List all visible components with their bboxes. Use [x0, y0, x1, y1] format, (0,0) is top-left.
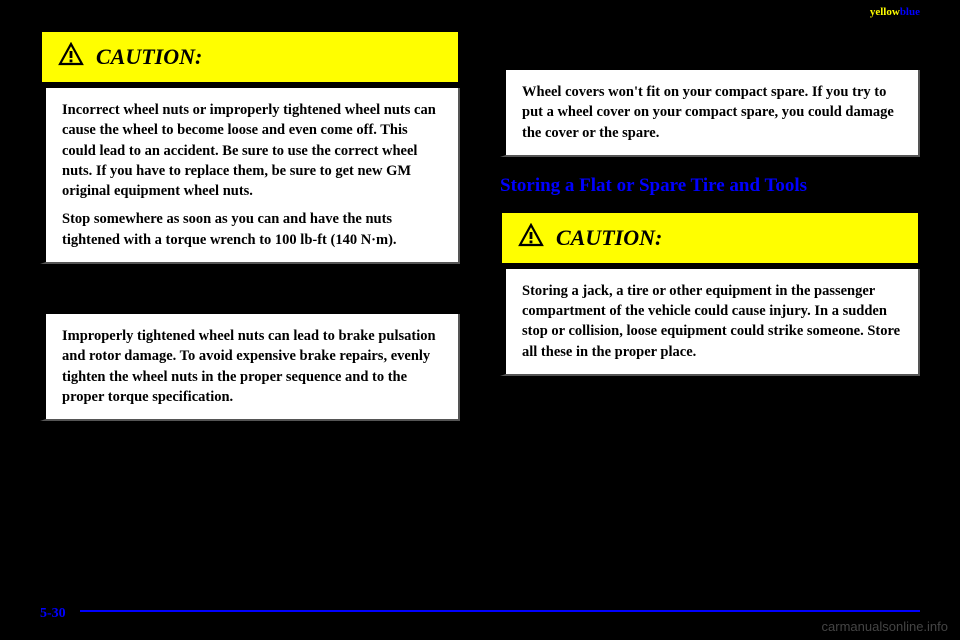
marker-blue: blue	[900, 6, 920, 18]
header-marker: yellowblue	[870, 6, 920, 18]
notice-text-right-top: Wheel covers won't fit on your compact s…	[522, 82, 902, 143]
watermark: carmanualsonline.info	[822, 619, 948, 634]
notice-text-left: Improperly tightened wheel nuts can lead…	[62, 326, 442, 407]
caution-header-right: CAUTION:	[500, 211, 920, 265]
section-heading: Storing a Flat or Spare Tire and Tools	[500, 175, 920, 197]
caution-text-right: Storing a jack, a tire or other equipmen…	[522, 281, 902, 362]
notice-box-right-top: Wheel covers won't fit on your compact s…	[500, 70, 920, 157]
footer-rule	[80, 610, 920, 612]
caution-label-right: CAUTION:	[556, 225, 662, 251]
marker-yellow: yellow	[870, 6, 900, 18]
right-column: Wheel covers won't fit on your compact s…	[500, 30, 920, 421]
warning-icon	[518, 223, 544, 253]
notice-box-left: Improperly tightened wheel nuts can lead…	[40, 314, 460, 421]
caution-label-left: CAUTION:	[96, 44, 202, 70]
page-number: 5-30	[40, 606, 66, 622]
caution-body-right: Storing a jack, a tire or other equipmen…	[500, 269, 920, 376]
page-content: CAUTION: Incorrect wheel nuts or imprope…	[0, 0, 960, 441]
warning-icon	[58, 42, 84, 72]
left-column: CAUTION: Incorrect wheel nuts or imprope…	[40, 30, 460, 421]
caution-body-left: Incorrect wheel nuts or improperly tight…	[40, 88, 460, 264]
caution-header-left: CAUTION:	[40, 30, 460, 84]
caution-text-1: Incorrect wheel nuts or improperly tight…	[62, 100, 442, 201]
caution-text-2: Stop somewhere as soon as you can and ha…	[62, 209, 442, 250]
